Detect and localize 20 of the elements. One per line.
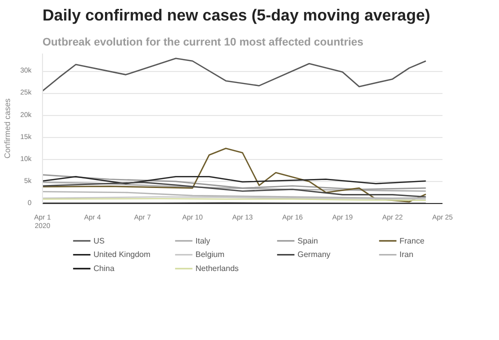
legend-label: Belgium — [196, 250, 225, 260]
legend-label: Germany — [298, 250, 330, 260]
legend-label: Italy — [196, 236, 210, 246]
chart-title: Daily confirmed new cases (5-day moving average) — [42, 8, 430, 24]
legend-label: US — [94, 236, 105, 246]
line-series — [42, 58, 426, 92]
line-series — [42, 182, 426, 198]
line-series — [42, 182, 426, 192]
legend-label: United Kingdom — [94, 250, 151, 260]
legend-label: France — [400, 236, 425, 246]
legend-label: Iran — [400, 250, 414, 260]
line-series — [42, 174, 426, 190]
line-series — [42, 190, 426, 199]
line-series — [42, 176, 426, 184]
legend-label: China — [94, 264, 115, 274]
line-series — [42, 148, 426, 202]
y-axis-title: Confirmed cases — [3, 98, 12, 159]
legend-label: Spain — [298, 236, 318, 246]
legend-label: Netherlands — [196, 264, 239, 274]
chart-subtitle: Outbreak evolution for the current 10 most affected countries — [42, 36, 364, 48]
